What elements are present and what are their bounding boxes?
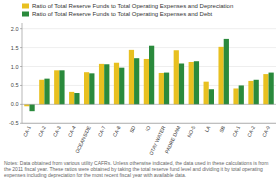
- category-label: CA-1: [22, 125, 32, 138]
- category-label: NO-5: [186, 125, 197, 139]
- bar: [224, 39, 229, 104]
- tick-label: 1.0: [11, 64, 19, 70]
- bar: [159, 73, 164, 104]
- bar: [59, 70, 64, 104]
- bar: [24, 104, 29, 106]
- legend: Ratio of Total Reserve Funds to Total Op…: [22, 3, 233, 17]
- bar: [54, 70, 59, 104]
- category-label: IO: [144, 125, 152, 132]
- bar: [204, 82, 209, 105]
- grid-line: [22, 28, 276, 29]
- bar: [164, 73, 169, 105]
- bars: [24, 39, 274, 111]
- category-label: SB: [218, 124, 227, 133]
- bar: [144, 59, 149, 104]
- bar: [29, 104, 34, 111]
- category-label: CA-3: [52, 125, 62, 138]
- category-label: OCEANSIDE: [74, 124, 92, 154]
- bar: [44, 79, 49, 105]
- category-label: CA-2: [37, 125, 47, 138]
- bar: [84, 72, 89, 104]
- bar: [179, 63, 184, 104]
- bar: [194, 61, 199, 104]
- category-label: CA-4: [67, 125, 77, 138]
- category-label: CA-1: [231, 125, 241, 138]
- bar: [218, 47, 223, 105]
- y-axis-line: [22, 23, 23, 123]
- legend-swatch: [22, 12, 29, 17]
- bar: [74, 93, 79, 104]
- bar: [119, 68, 124, 105]
- bar: [149, 46, 154, 105]
- bar: [104, 64, 109, 104]
- bar: [39, 80, 44, 105]
- note: Notes: Data obtained from various utilit…: [4, 160, 268, 178]
- bar: [99, 64, 104, 104]
- bar: [129, 50, 134, 105]
- legend-label: Ratio of Total Reserve Funds to Total Op…: [32, 11, 213, 17]
- zero-line: [22, 104, 276, 105]
- bar: [254, 80, 259, 105]
- legend-label: Ratio of Total Reserve Funds to Total Op…: [32, 3, 233, 9]
- bar: [263, 74, 268, 104]
- y-axis: -0.5 0.0 0.5 1.0 1.5 2.0: [9, 26, 276, 127]
- bar: [89, 73, 94, 104]
- category-label: CA-9: [261, 125, 271, 138]
- x-axis: CA-1CA-2CA-3CA-4OCEANSIDECA-7CA-8SDIOOTA…: [22, 124, 271, 156]
- legend-swatch: [22, 4, 29, 9]
- bar: [269, 73, 274, 105]
- chart: -0.5 0.0 0.5 1.0 1.5 2.0 CA-1 CA-2 CA-3 CA-4OCEAN…: [0, 0, 280, 180]
- category-label: LA: [203, 124, 211, 133]
- bar: [209, 89, 214, 104]
- category-label: CA-2: [246, 125, 256, 138]
- category-label: SD: [128, 125, 137, 134]
- bar: [233, 88, 238, 104]
- bar: [248, 81, 253, 104]
- bar: [134, 58, 139, 104]
- tick-label: 0.0: [11, 101, 19, 107]
- bar: [69, 92, 74, 104]
- category-label: CA-8: [111, 125, 121, 138]
- bar: [114, 63, 119, 105]
- x-axis-line: [22, 123, 276, 124]
- bar: [189, 62, 194, 104]
- grid-line: [22, 123, 276, 124]
- tick-label: -0.5: [9, 120, 18, 126]
- tick-label: 0.5: [11, 82, 19, 88]
- bar: [239, 85, 244, 104]
- category-label: PADRE DAM: [164, 125, 182, 154]
- tick-label: 2.0: [11, 26, 19, 32]
- category-label: CA-7: [96, 125, 106, 138]
- bar: [174, 50, 179, 104]
- tick-label: 1.5: [11, 45, 19, 51]
